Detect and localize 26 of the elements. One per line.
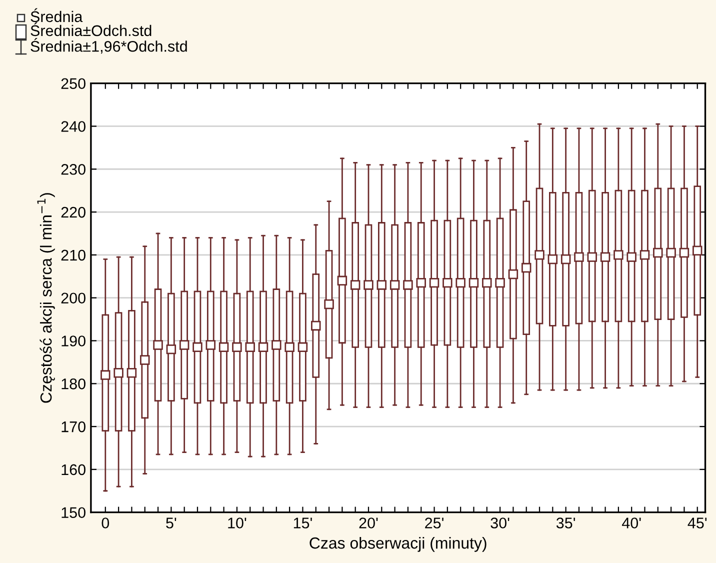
y-tick-label: 220 xyxy=(61,206,86,218)
y-tick-label: 210 xyxy=(61,250,86,261)
x-tick-label: 20' xyxy=(359,518,378,528)
x-tick-label: 25' xyxy=(425,518,444,528)
y-tick-label: 250 xyxy=(61,78,86,90)
x-tick-label: 5' xyxy=(166,518,176,528)
y-tick-label: 240 xyxy=(61,121,86,132)
x-tick-label: 15' xyxy=(294,518,312,528)
y-axis-title: Częstość akcji serca (l min$^{−1}$) xyxy=(37,193,55,403)
y-tick-label: 180 xyxy=(62,378,86,390)
x-tick-label: 30' xyxy=(490,518,510,528)
y-tick-label: 150 xyxy=(62,507,86,518)
y-tick-label: 200 xyxy=(61,292,86,304)
y-tick-label: 230 xyxy=(61,164,86,175)
text: Średnia xyxy=(30,8,83,22)
x-tick-label: 10' xyxy=(228,518,246,528)
text: Średnia±Odch.std xyxy=(30,22,152,36)
x-tick-label: 0 xyxy=(102,518,110,528)
y-tick-label: 160 xyxy=(62,464,86,476)
x-tick-label: 45' xyxy=(688,518,707,528)
text: Średnia±1,96*Odch.std xyxy=(30,38,187,54)
x-tick-label: 35' xyxy=(556,518,576,528)
x-tick-label: 40' xyxy=(622,518,641,528)
y-tick-label: 190 xyxy=(62,336,86,346)
x-axis-title: Czas obserwacji (minuty) xyxy=(310,536,486,552)
y-tick-label: 170 xyxy=(62,421,86,432)
